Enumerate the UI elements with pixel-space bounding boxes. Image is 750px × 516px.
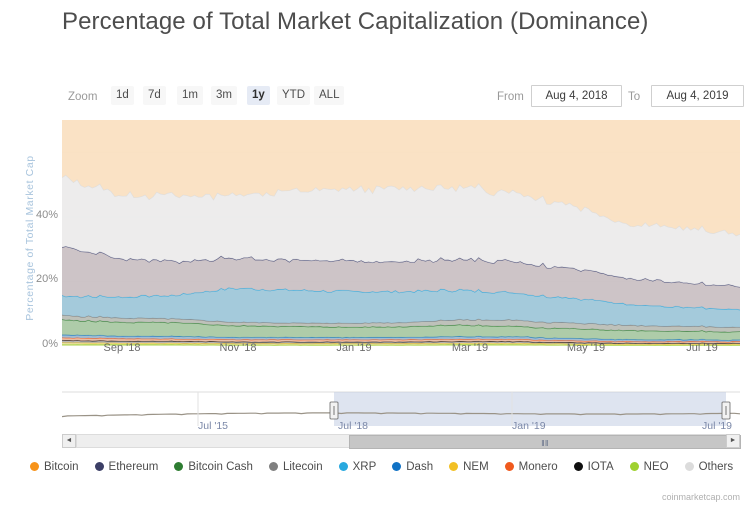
scroll-left-arrow-icon[interactable]: ◄	[62, 434, 76, 448]
legend-dot-icon	[30, 462, 39, 471]
legend-item-dash[interactable]: Dash	[392, 461, 433, 473]
legend-dot-icon	[449, 462, 458, 471]
legend-label: IOTA	[588, 461, 614, 473]
legend-item-ethereum[interactable]: Ethereum	[95, 461, 159, 473]
legend-label: Bitcoin	[44, 461, 79, 473]
legend-item-litecoin[interactable]: Litecoin	[269, 461, 323, 473]
y-axis-ticks: 0% 20% 40%	[0, 120, 58, 360]
x-tick-1: Nov '18	[220, 342, 257, 354]
navigator-svg[interactable]	[62, 390, 740, 436]
legend-dot-icon	[574, 462, 583, 471]
zoom-button-1m[interactable]: 1m	[177, 86, 203, 105]
plot-wrapper: Percentage of Total Market Cap 0%20%40% …	[0, 120, 750, 360]
plot-area[interactable]	[62, 120, 740, 346]
zoom-button-7d[interactable]: 7d	[143, 86, 166, 105]
x-tick-4: May '19	[567, 342, 605, 354]
navigator-tick-1: Jul '18	[338, 420, 368, 432]
range-selector: Zoom 1d 7d 1m 3m 1y YTD ALL From Aug 4, …	[0, 86, 750, 112]
legend-item-bitcoin-cash[interactable]: Bitcoin Cash	[174, 461, 253, 473]
legend-label: Bitcoin Cash	[188, 461, 253, 473]
legend-dot-icon	[339, 462, 348, 471]
page-title: Percentage of Total Market Capitalizatio…	[62, 8, 648, 36]
zoom-button-ytd[interactable]: YTD	[277, 86, 310, 105]
scrollbar-track[interactable]: ‖‖	[76, 434, 726, 448]
legend-item-others[interactable]: Others	[685, 461, 734, 473]
attribution-credit: coinmarketcap.com	[662, 492, 740, 502]
legend-dot-icon	[685, 462, 694, 471]
y-tick-20pct: 20%	[4, 273, 58, 285]
scrollbar-grip-icon: ‖‖	[541, 439, 549, 448]
chart-legend: Bitcoin Ethereum Bitcoin Cash Litecoin XRP Da…	[30, 460, 750, 478]
x-tick-3: Mar '19	[452, 342, 488, 354]
navigator[interactable]: Jul '15 Jul '18 Jan '19 Jul '19	[62, 390, 740, 436]
legend-item-bitcoin[interactable]: Bitcoin	[30, 461, 79, 473]
legend-item-xrp[interactable]: XRP	[339, 461, 377, 473]
legend-dot-icon	[505, 462, 514, 471]
legend-label: Others	[699, 461, 734, 473]
legend-dot-icon	[630, 462, 639, 471]
scrollbar-thumb[interactable]: ‖‖	[349, 435, 741, 449]
legend-item-neo[interactable]: NEO	[630, 461, 669, 473]
legend-label: NEO	[644, 461, 669, 473]
scroll-right-arrow-icon[interactable]: ►	[726, 434, 740, 448]
x-tick-2: Jan '19	[336, 342, 371, 354]
navigator-tick-3: Jul '19	[702, 420, 732, 432]
legend-item-monero[interactable]: Monero	[505, 461, 558, 473]
zoom-button-3m[interactable]: 3m	[211, 86, 237, 105]
zoom-button-all[interactable]: ALL	[314, 86, 344, 105]
legend-dot-icon	[392, 462, 401, 471]
from-label: From	[497, 91, 524, 103]
legend-dot-icon	[174, 462, 183, 471]
y-tick-0pct: 0%	[4, 338, 58, 350]
zoom-label: Zoom	[68, 91, 97, 103]
x-tick-5: Jul '19	[686, 342, 717, 354]
date-to-input[interactable]: Aug 4, 2019	[651, 85, 744, 107]
legend-label: XRP	[353, 461, 377, 473]
zoom-button-1d[interactable]: 1d	[111, 86, 134, 105]
legend-label: Litecoin	[283, 461, 323, 473]
navigator-scrollbar[interactable]: ◄ ‖‖ ►	[62, 434, 740, 448]
legend-dot-icon	[269, 462, 278, 471]
navigator-tick-2: Jan '19	[512, 420, 546, 432]
y-tick-40pct: 40%	[4, 209, 58, 221]
navigator-tick-0: Jul '15	[198, 420, 228, 432]
legend-label: Monero	[519, 461, 558, 473]
to-label: To	[628, 91, 640, 103]
legend-label: NEM	[463, 461, 489, 473]
legend-label: Ethereum	[109, 461, 159, 473]
zoom-button-1y[interactable]: 1y	[247, 86, 270, 105]
legend-item-nem[interactable]: NEM	[449, 461, 489, 473]
legend-item-iota[interactable]: IOTA	[574, 461, 614, 473]
dominance-chart-card: Percentage of Total Market Capitalizatio…	[0, 0, 750, 516]
x-tick-0: Sep '18	[104, 342, 141, 354]
legend-dot-icon	[95, 462, 104, 471]
date-from-input[interactable]: Aug 4, 2018	[531, 85, 622, 107]
legend-label: Dash	[406, 461, 433, 473]
stacked-area-svg	[62, 120, 740, 346]
